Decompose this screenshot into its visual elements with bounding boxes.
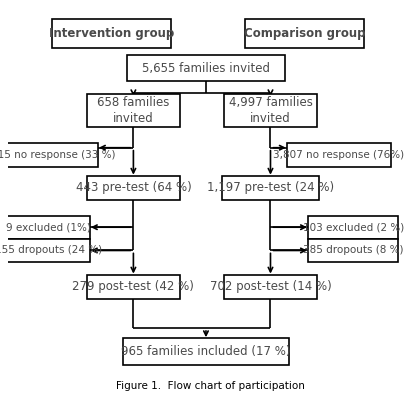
Text: 103 excluded (2 %): 103 excluded (2 %): [302, 222, 404, 232]
FancyBboxPatch shape: [87, 275, 180, 299]
FancyBboxPatch shape: [245, 19, 364, 48]
Text: 4,997 families
invited: 4,997 families invited: [228, 97, 312, 125]
Text: 443 pre-test (64 %): 443 pre-test (64 %): [76, 181, 191, 194]
Text: 658 families
invited: 658 families invited: [97, 97, 170, 125]
FancyBboxPatch shape: [224, 95, 317, 127]
FancyBboxPatch shape: [308, 216, 399, 239]
FancyBboxPatch shape: [127, 55, 285, 81]
FancyBboxPatch shape: [87, 176, 180, 200]
FancyBboxPatch shape: [308, 239, 399, 262]
FancyBboxPatch shape: [224, 275, 317, 299]
Text: Intervention group: Intervention group: [49, 27, 174, 40]
Text: 155 dropouts (24 %): 155 dropouts (24 %): [0, 246, 102, 255]
Text: 5,655 families invited: 5,655 families invited: [142, 62, 270, 75]
FancyBboxPatch shape: [123, 338, 289, 364]
FancyBboxPatch shape: [52, 19, 171, 48]
FancyBboxPatch shape: [8, 143, 98, 168]
FancyBboxPatch shape: [87, 95, 180, 127]
Text: 3,807 no response (76%): 3,807 no response (76%): [273, 150, 404, 160]
Text: Figure 1.  Flow chart of participation: Figure 1. Flow chart of participation: [116, 381, 304, 391]
Text: Comparison group: Comparison group: [244, 27, 365, 40]
Text: 9 excluded (1%): 9 excluded (1%): [6, 222, 91, 232]
FancyBboxPatch shape: [222, 176, 319, 200]
Text: 702 post-test (14 %): 702 post-test (14 %): [210, 280, 331, 293]
FancyBboxPatch shape: [8, 216, 90, 239]
FancyBboxPatch shape: [8, 239, 90, 262]
Text: 215 no response (33 %): 215 no response (33 %): [0, 150, 115, 160]
FancyBboxPatch shape: [286, 143, 391, 168]
Text: 385 dropouts (8 %): 385 dropouts (8 %): [303, 246, 403, 255]
Text: 279 post-test (42 %): 279 post-test (42 %): [73, 280, 194, 293]
Text: 1,197 pre-test (24 %): 1,197 pre-test (24 %): [207, 181, 334, 194]
Text: 965 families included (17 %): 965 families included (17 %): [121, 345, 291, 358]
